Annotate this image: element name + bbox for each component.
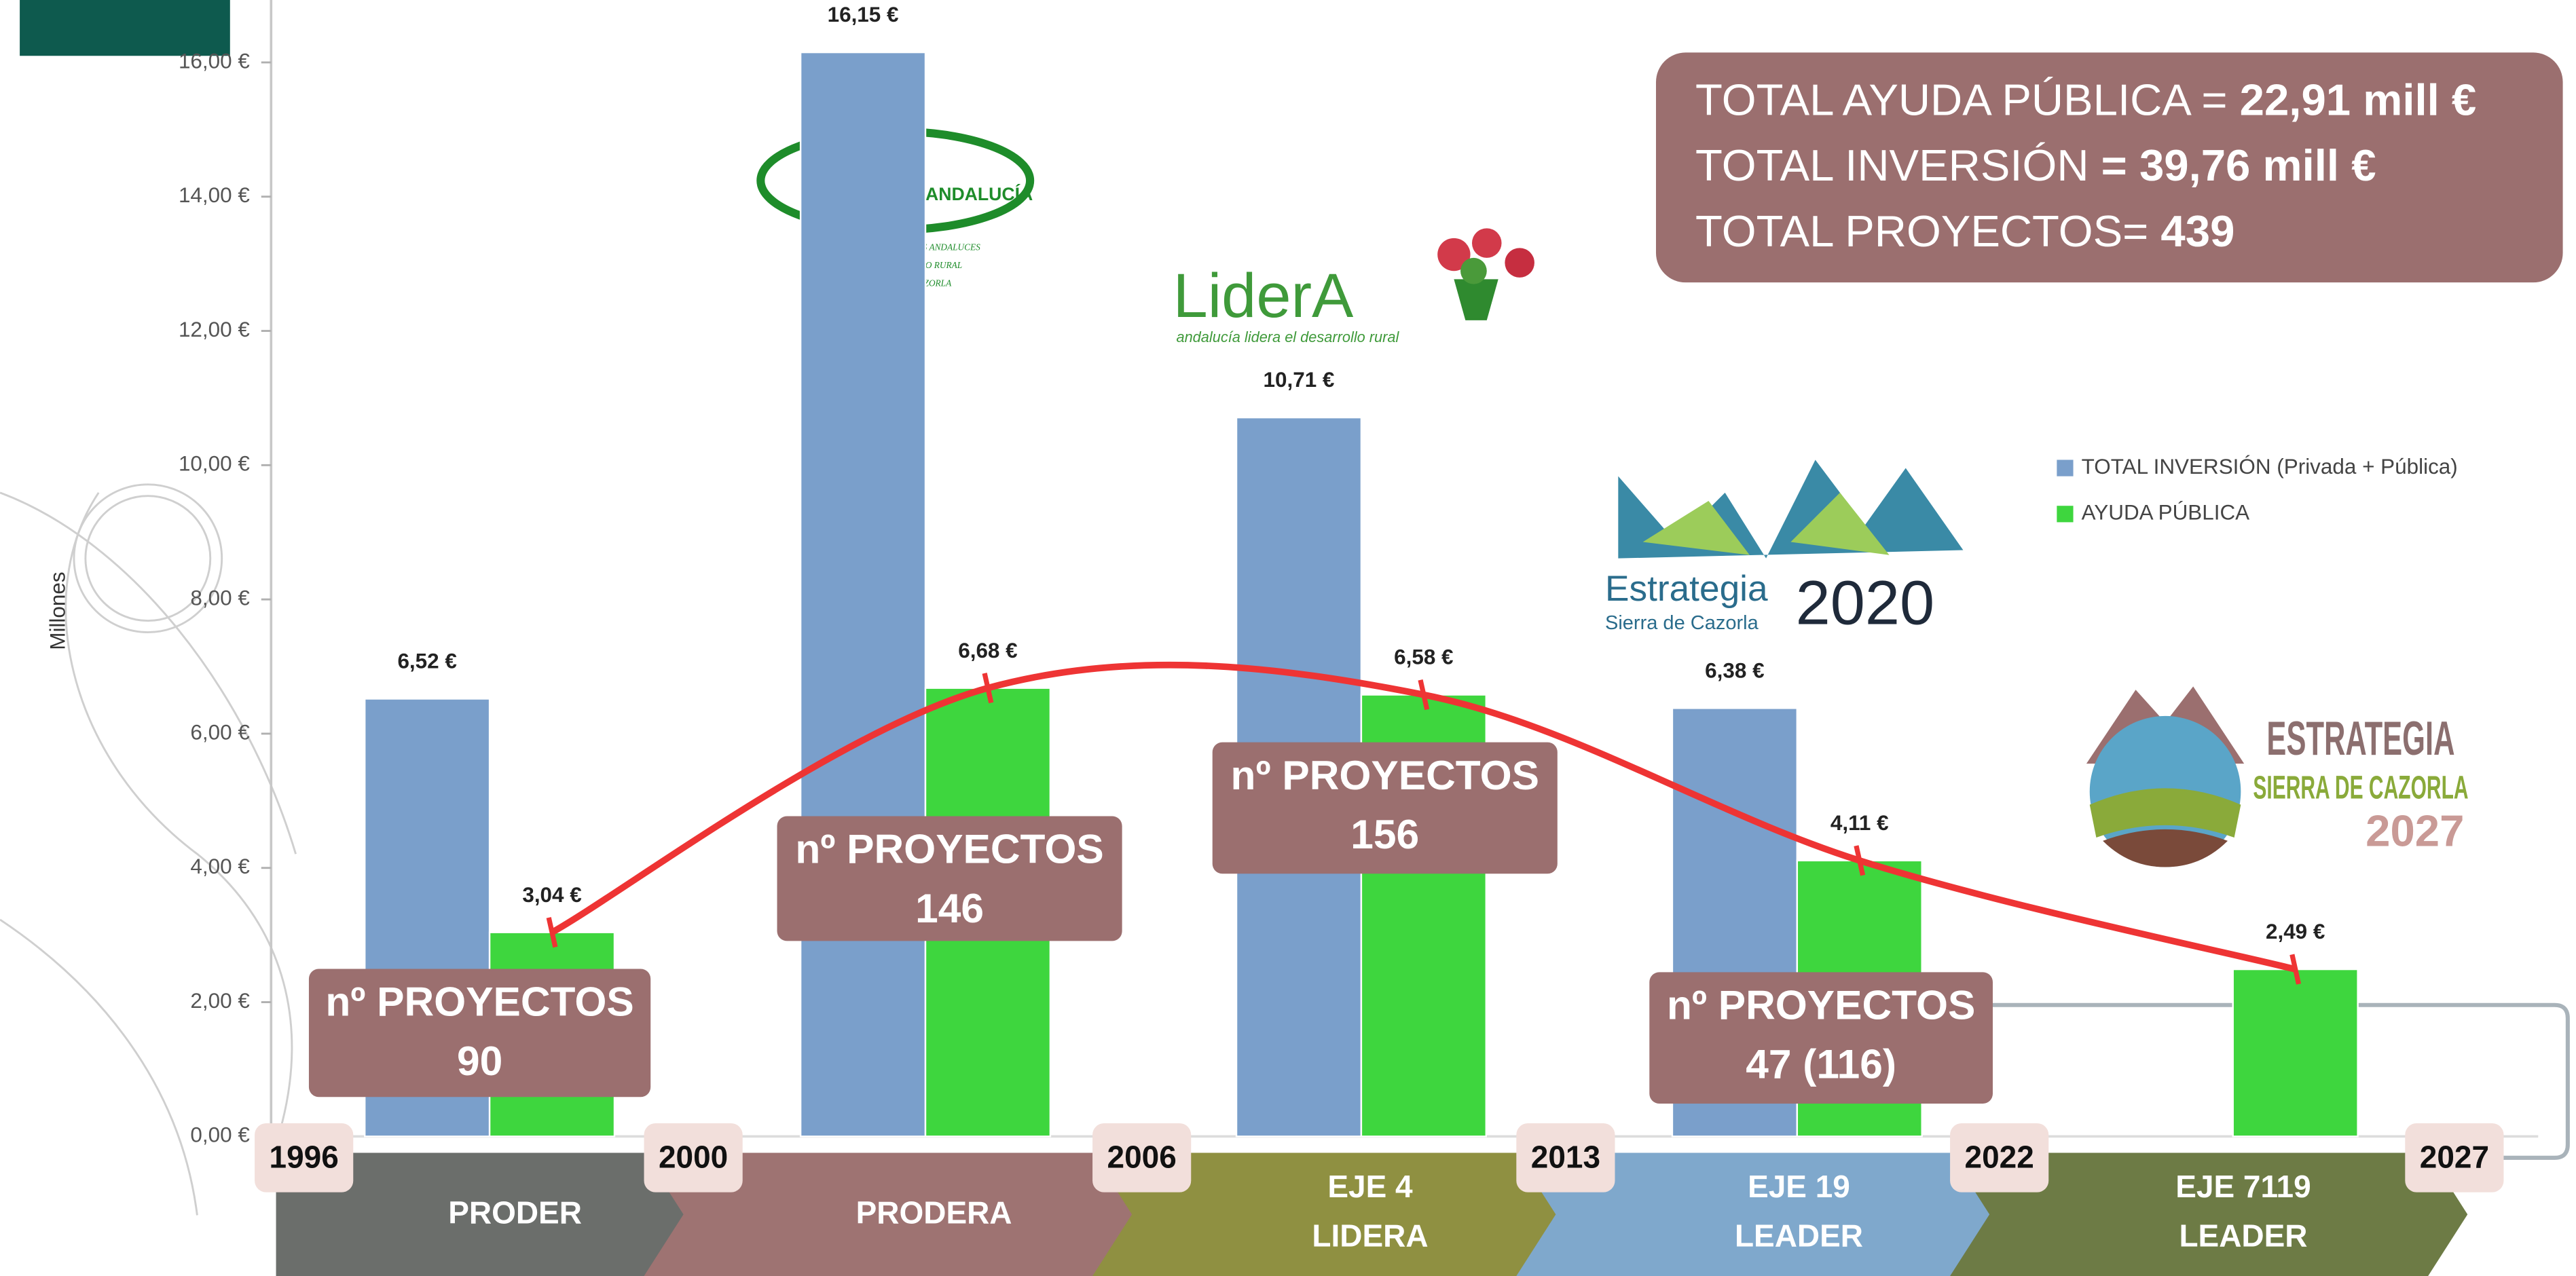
- summary-text: TOTAL INVERSIÓN: [1695, 140, 2101, 190]
- logo-text: 2020: [1796, 569, 1935, 638]
- year-label: 2022: [1965, 1139, 2034, 1174]
- logo-text: Sierra de Cazorla: [1605, 612, 1759, 634]
- bar: [799, 51, 927, 1138]
- year-badge: [1516, 1123, 1615, 1193]
- legend-swatch: [2057, 506, 2074, 523]
- value-label: 6,52 €: [397, 650, 456, 673]
- y-tick-label: 6,00 €: [190, 720, 250, 744]
- logo-text: LiderA: [1173, 261, 1354, 331]
- year-label: 2006: [1107, 1139, 1177, 1174]
- period-label: EJE 19: [1748, 1169, 1850, 1204]
- period-arrow: [1950, 1152, 2468, 1276]
- legend-label: AYUDA PÚBLICA: [2082, 501, 2250, 525]
- project-box: [308, 969, 651, 1097]
- value-label: 16,15 €: [828, 3, 899, 26]
- y-axis-label: Millones: [45, 571, 69, 650]
- project-label: nº PROYECTOS: [1667, 982, 1975, 1028]
- summary-value: = 39,76 mill €: [2101, 140, 2376, 190]
- project-label: nº PROYECTOS: [1231, 752, 1539, 798]
- project-count: 146: [915, 885, 984, 931]
- period-label: EJE 7119: [2175, 1169, 2311, 1204]
- project-box: [1212, 742, 1558, 874]
- project-box: [1649, 972, 1993, 1104]
- project-count: 90: [457, 1038, 502, 1084]
- project-label: nº PROYECTOS: [795, 826, 1103, 872]
- logo-text: ANDALUCÍA: [925, 184, 1033, 204]
- period-arrow: [1516, 1152, 2013, 1276]
- y-tick-label: 2,00 €: [190, 989, 250, 1013]
- y-tick-label: 4,00 €: [190, 855, 250, 878]
- logo-text: ESTRATEGIA: [2266, 713, 2454, 766]
- period-arrow: [276, 1152, 707, 1276]
- period-arrow: [1092, 1152, 1579, 1276]
- summary-line: TOTAL PROYECTOS= 439: [1695, 206, 2234, 256]
- estrategia-2020-logo: Estrategia Sierra de Cazorla 2020: [1605, 459, 1964, 638]
- summary-text: TOTAL PROYECTOS=: [1695, 206, 2160, 256]
- project-box: [777, 816, 1122, 941]
- corner-logo: [20, 0, 230, 56]
- lidera-logo: LiderA andalucía lidera el desarrollo ru…: [1173, 228, 1534, 345]
- period-label: LIDERA: [1312, 1218, 1428, 1253]
- logo-text: Estrategia: [1605, 569, 1768, 609]
- value-label: 6,68 €: [958, 639, 1017, 662]
- period-label: PRODER: [448, 1195, 582, 1231]
- trend-tick: [1418, 679, 1430, 711]
- summary-value: 439: [2160, 206, 2234, 256]
- year-badge: [1950, 1123, 2049, 1193]
- period-label: LEADER: [1735, 1218, 1863, 1253]
- value-label: 6,38 €: [1705, 658, 1764, 682]
- logo-text: SIERRA DE CAZORLA: [2253, 769, 2468, 806]
- project-count: 47 (116): [1746, 1041, 1896, 1087]
- y-tick-label: 16,00 €: [179, 49, 250, 73]
- background-decoration: [0, 483, 297, 1216]
- estrategia-2027-logo: ESTRATEGIA SIERRA DE CAZORLA 2027: [2086, 686, 2469, 867]
- summary-text: TOTAL AYUDA PÚBLICA =: [1695, 75, 2240, 125]
- y-tick-label: 14,00 €: [179, 183, 250, 207]
- project-count: 156: [1350, 811, 1419, 857]
- trend-tick: [2289, 954, 2302, 985]
- project-label: nº PROYECTOS: [325, 979, 633, 1025]
- year-badge: [644, 1123, 743, 1193]
- year-badge: [1092, 1123, 1192, 1193]
- year-label: 2027: [2420, 1139, 2489, 1174]
- year-badge: [2405, 1123, 2504, 1193]
- value-label: 3,04 €: [522, 883, 581, 907]
- summary-line: TOTAL AYUDA PÚBLICA = 22,91 mill €: [1695, 75, 2476, 125]
- logo-text: 2027: [2366, 806, 2464, 855]
- connector-arrow: [1672, 1002, 2570, 1160]
- value-label: 2,49 €: [2266, 920, 2325, 943]
- trend-tick: [982, 673, 994, 704]
- period-label: LEADER: [2179, 1218, 2307, 1253]
- y-tick-label: 0,00 €: [190, 1123, 250, 1147]
- summary-line: TOTAL INVERSIÓN = 39,76 mill €: [1695, 140, 2376, 190]
- legend-label: TOTAL INVERSIÓN (Privada + Pública): [2082, 455, 2458, 478]
- summary-value: 22,91 mill €: [2240, 75, 2477, 125]
- year-label: 2000: [659, 1139, 728, 1174]
- logo-text: andalucía lidera el desarrollo rural: [1176, 329, 1399, 345]
- period-label: PRODERA: [856, 1195, 1012, 1231]
- y-tick-label: 12,00 €: [179, 318, 250, 341]
- y-tick-label: 10,00 €: [179, 452, 250, 476]
- year-badge: [255, 1123, 354, 1193]
- period-label: EJE 4: [1327, 1169, 1413, 1204]
- bar: [2232, 968, 2359, 1138]
- year-label: 2013: [1531, 1139, 1600, 1174]
- summary-box: [1655, 52, 2563, 283]
- trend-tick: [546, 917, 558, 948]
- value-label: 10,71 €: [1264, 368, 1335, 392]
- trend-tick: [1854, 845, 1866, 876]
- period-arrow: [644, 1152, 1156, 1276]
- legend-swatch: [2057, 459, 2074, 476]
- value-label: 6,58 €: [1394, 645, 1453, 669]
- year-label: 1996: [270, 1139, 339, 1174]
- y-tick-label: 8,00 €: [190, 586, 250, 609]
- value-label: 4,11 €: [1830, 811, 1889, 835]
